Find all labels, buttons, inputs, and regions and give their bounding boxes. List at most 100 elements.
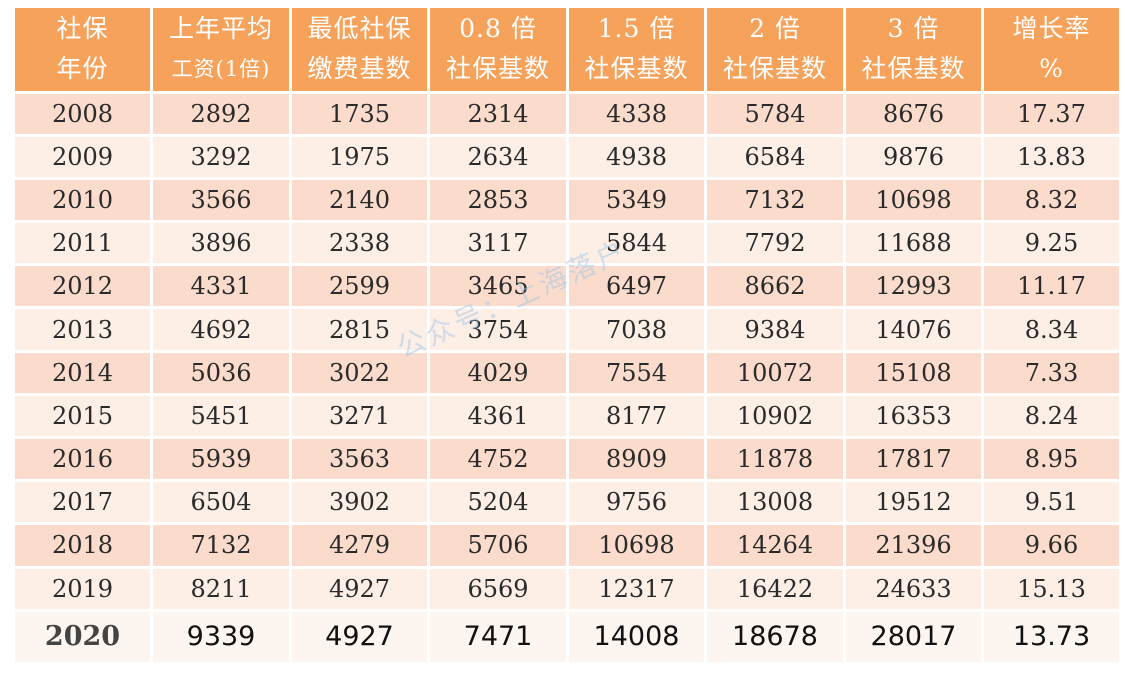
cell-base-0-8x: 4752 — [427, 435, 569, 481]
cell-base-1-5x: 7554 — [566, 349, 707, 395]
cell-base-3x: 16353 — [843, 392, 984, 438]
cell-growth-rate: 15.13 — [981, 565, 1122, 611]
table-row: 2015 5451 3271 4361 8177 10902 16353 8.24 — [12, 392, 1122, 438]
cell-avg-wage: 5036 — [150, 349, 292, 395]
table-row: 2018 7132 4279 5706 10698 14264 21396 9.66 — [12, 522, 1122, 568]
cell-base-0-8x: 3117 — [427, 220, 569, 265]
table-row: 2011 3896 2338 3117 5844 7792 11688 9.25 — [12, 220, 1122, 265]
cell-avg-wage: 9339 — [150, 608, 292, 662]
header-line: 上年平均 — [168, 14, 273, 44]
cell-base-1-5x: 8909 — [566, 435, 707, 481]
cell-min-base: 3902 — [289, 479, 430, 524]
cell-year: 2008 — [12, 90, 153, 136]
cell-base-2x: 10902 — [704, 392, 846, 438]
cell-base-2x: 7792 — [704, 220, 846, 265]
cell-year: 2014 — [12, 349, 153, 395]
header-min-base: 最低社保 缴费基数 — [289, 8, 430, 92]
header-line: 社保基数 — [445, 54, 550, 84]
header-line: 缴费基数 — [307, 54, 412, 84]
cell-base-1-5x: 6497 — [566, 263, 707, 308]
cell-base-1-5x: 8177 — [566, 392, 707, 438]
header-line: 年份 — [56, 54, 109, 84]
header-line: 工资(1倍) — [171, 57, 271, 82]
table-row: 2013 4692 2815 3754 7038 9384 14076 8.34 — [12, 306, 1122, 352]
cell-min-base: 3271 — [289, 392, 430, 438]
cell-min-base: 4279 — [289, 522, 430, 568]
cell-growth-rate: 13.83 — [981, 133, 1122, 179]
cell-avg-wage: 5939 — [150, 435, 292, 481]
cell-growth-rate: 17.37 — [981, 90, 1122, 136]
table-row: 2009 3292 1975 2634 4938 6584 9876 13.83 — [12, 133, 1122, 179]
cell-year: 2013 — [12, 306, 153, 352]
header-line: % — [1039, 54, 1064, 84]
cell-base-3x: 8676 — [843, 90, 984, 136]
cell-base-2x: 11878 — [704, 435, 846, 481]
cell-base-1-5x: 5844 — [566, 220, 707, 265]
cell-base-3x: 28017 — [843, 608, 984, 662]
cell-min-base: 2599 — [289, 263, 430, 308]
cell-base-1-5x: 4938 — [566, 133, 707, 179]
cell-base-3x: 24633 — [843, 565, 984, 611]
cell-min-base: 3563 — [289, 435, 430, 481]
cell-base-3x: 19512 — [843, 479, 984, 524]
cell-growth-rate: 7.33 — [981, 349, 1122, 395]
cell-base-3x: 21396 — [843, 522, 984, 568]
cell-base-2x: 14264 — [704, 522, 846, 568]
table-row: 2017 6504 3902 5204 9756 13008 19512 9.51 — [12, 479, 1122, 524]
cell-growth-rate: 9.66 — [981, 522, 1122, 568]
table-row: 2019 8211 4927 6569 12317 16422 24633 15.13 — [12, 565, 1122, 611]
table-header: 社保 年份 上年平均 工资(1倍) 最低社保 缴费基数 0.8 倍社保基数 1.5 倍社保基数… — [12, 8, 1122, 92]
cell-avg-wage: 3896 — [150, 220, 292, 265]
cell-year: 2017 — [12, 479, 153, 524]
header-line: 1.5 倍 — [597, 14, 676, 44]
header-line: 增长率 — [1012, 14, 1091, 44]
cell-base-0-8x: 7471 — [427, 608, 569, 662]
cell-base-0-8x: 2634 — [427, 133, 569, 179]
cell-base-3x: 9876 — [843, 133, 984, 179]
header-line: 2 倍 — [749, 14, 801, 44]
cell-base-2x: 5784 — [704, 90, 846, 136]
header-avg-wage: 上年平均工资(1倍) — [150, 8, 292, 92]
cell-min-base: 4927 — [289, 608, 430, 662]
cell-base-2x: 6584 — [704, 133, 846, 179]
social-insurance-base-table: 社保 年份 上年平均 工资(1倍) 最低社保 缴费基数 0.8 倍社保基数 1.5 倍社保基数… — [12, 8, 1122, 662]
cell-base-0-8x: 3465 — [427, 263, 569, 308]
cell-base-0-8x: 2314 — [427, 90, 569, 136]
cell-base-2x: 18678 — [704, 608, 846, 662]
header-growth-rate: 增长率% — [981, 8, 1122, 92]
cell-growth-rate: 9.51 — [981, 479, 1122, 524]
cell-year: 2018 — [12, 522, 153, 568]
social-insurance-table-container: 社保 年份 上年平均 工资(1倍) 最低社保 缴费基数 0.8 倍社保基数 1.5 倍社保基数… — [12, 8, 1122, 662]
cell-base-1-5x: 4338 — [566, 90, 707, 136]
header-base-1-5x: 1.5 倍社保基数 — [566, 8, 707, 92]
cell-min-base: 1735 — [289, 90, 430, 136]
cell-min-base: 4927 — [289, 565, 430, 611]
cell-growth-rate: 9.25 — [981, 220, 1122, 265]
cell-avg-wage: 6504 — [150, 479, 292, 524]
cell-base-1-5x: 7038 — [566, 306, 707, 352]
table-row: 2016 5939 3563 4752 8909 11878 17817 8.95 — [12, 435, 1122, 481]
cell-base-0-8x: 5706 — [427, 522, 569, 568]
cell-base-2x: 9384 — [704, 306, 846, 352]
header-base-3x: 3 倍社保基数 — [843, 8, 984, 92]
header-line: 社保基数 — [861, 54, 966, 84]
table-row: 2012 4331 2599 3465 6497 8662 12993 11.17 — [12, 263, 1122, 308]
cell-avg-wage: 4692 — [150, 306, 292, 352]
cell-year: 2020 — [12, 608, 153, 662]
cell-min-base: 2140 — [289, 176, 430, 222]
cell-base-1-5x: 12317 — [566, 565, 707, 611]
cell-base-2x: 13008 — [704, 479, 846, 524]
cell-min-base: 2815 — [289, 306, 430, 352]
header-line: 0.8 倍 — [459, 14, 537, 44]
cell-avg-wage: 3292 — [150, 133, 292, 179]
table-row: 2014 5036 3022 4029 7554 10072 15108 7.33 — [12, 349, 1122, 395]
cell-avg-wage: 3566 — [150, 176, 292, 222]
header-line: 社保基数 — [584, 54, 689, 84]
cell-base-0-8x: 5204 — [427, 479, 569, 524]
cell-year: 2019 — [12, 565, 153, 611]
cell-growth-rate: 8.34 — [981, 306, 1122, 352]
cell-base-3x: 10698 — [843, 176, 984, 222]
cell-year: 2012 — [12, 263, 153, 308]
cell-base-3x: 11688 — [843, 220, 984, 265]
header-base-2x: 2 倍社保基数 — [704, 8, 846, 92]
